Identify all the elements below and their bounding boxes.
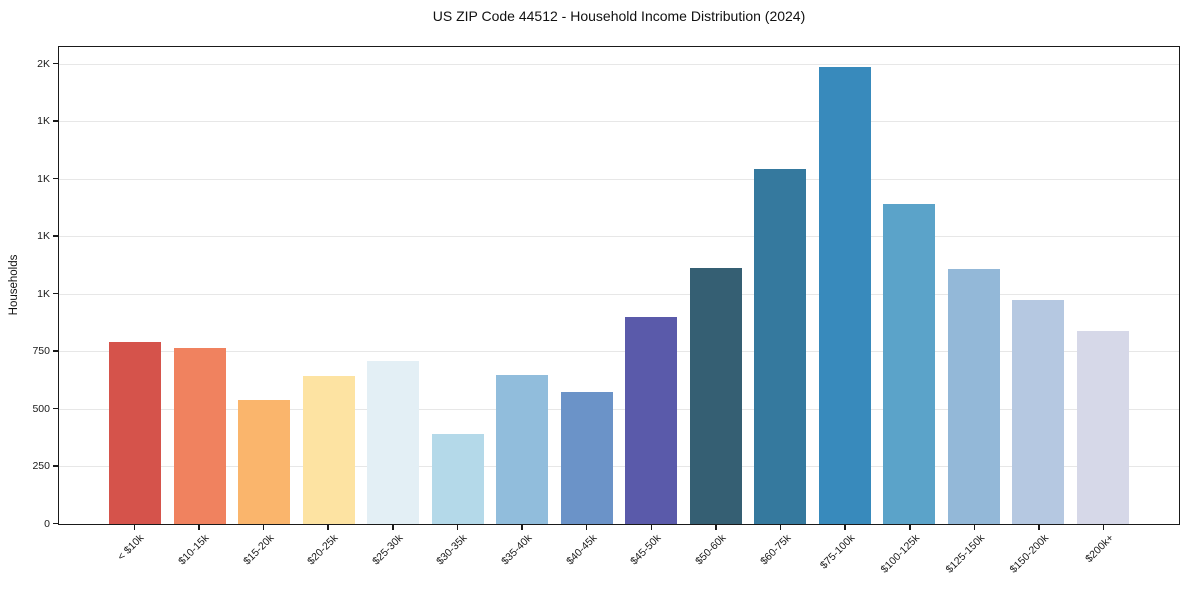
- x-tick: [909, 525, 911, 530]
- bar-< $10k: [109, 342, 162, 524]
- bar-$75-100k: [818, 67, 871, 524]
- x-tick-label: $10-15k: [176, 532, 212, 568]
- bar-slot: [297, 47, 362, 524]
- y-tick: [53, 350, 58, 352]
- y-tick-label: 2K: [37, 57, 50, 70]
- bar-slot: [490, 47, 555, 524]
- x-tick: [133, 525, 136, 530]
- bar-$125-150k: [947, 268, 1000, 524]
- bar-$60-75k: [754, 168, 807, 524]
- x-tick: [844, 525, 846, 530]
- bar-$20-25k: [302, 375, 355, 524]
- y-tick: [53, 465, 58, 467]
- bar-slot: [1006, 47, 1071, 524]
- gridline: [59, 351, 1179, 352]
- y-tick-label: 0: [44, 517, 50, 530]
- bar-slot: [813, 47, 878, 524]
- x-tick-label: $150-200k: [1007, 532, 1052, 576]
- y-tick: [53, 407, 58, 410]
- x-tick-label: $60-75k: [757, 532, 794, 568]
- x-tick-label: $35-40k: [499, 532, 535, 568]
- bar-$50-60k: [689, 267, 742, 524]
- x-tick: [392, 525, 394, 530]
- gridline: [59, 63, 1179, 65]
- bars-container: [59, 47, 1179, 524]
- gridline: [59, 293, 1179, 295]
- chart-title: US ZIP Code 44512 - Household Income Dis…: [432, 8, 806, 24]
- gridline: [59, 408, 1179, 410]
- x-tick-label: $75-100k: [818, 532, 858, 572]
- bar-$25-30k: [367, 360, 420, 524]
- bar-slot: [748, 47, 813, 524]
- y-tick: [53, 235, 58, 237]
- x-tick: [1102, 525, 1105, 530]
- x-tick: [456, 525, 459, 530]
- gridline: [59, 466, 1179, 467]
- x-tick: [973, 525, 976, 530]
- x-tick-label: $200k+: [1083, 532, 1117, 566]
- x-tick-label: $30-35k: [434, 532, 470, 568]
- y-tick: [53, 62, 58, 65]
- bar-$10-15k: [173, 348, 226, 524]
- bar-$35-40k: [496, 374, 549, 524]
- y-axis-label: Households: [8, 254, 20, 316]
- bar-slot: [619, 47, 684, 524]
- bar-slot: [942, 47, 1007, 524]
- bar-$150-200k: [1012, 299, 1065, 524]
- bar-slot: [103, 47, 168, 524]
- x-tick-label: $100-125k: [878, 532, 923, 576]
- y-tick-label: 1K: [37, 230, 50, 242]
- x-tick-label: $25-30k: [369, 532, 406, 568]
- x-tick: [198, 525, 200, 530]
- x-tick: [1038, 525, 1040, 530]
- y-tick: [53, 292, 58, 295]
- bar-slot: [361, 47, 426, 524]
- bar-$200k+: [1076, 330, 1129, 524]
- x-tick-label: $50-60k: [693, 532, 729, 568]
- plot-area: [58, 46, 1180, 525]
- gridline: [59, 236, 1179, 237]
- y-tick-label: 750: [32, 345, 50, 357]
- x-tick-label: $40-45k: [563, 532, 600, 568]
- y-tick-label: 500: [32, 402, 50, 415]
- x-tick: [779, 525, 782, 530]
- bar-$30-35k: [431, 434, 484, 524]
- y-tick: [53, 522, 58, 525]
- y-tick-label: 250: [32, 460, 50, 472]
- x-tick: [715, 525, 717, 530]
- y-tick: [53, 177, 58, 180]
- x-tick: [521, 525, 523, 530]
- x-tick-label: < $10k: [115, 532, 147, 563]
- x-tick-label: $20-25k: [305, 532, 341, 568]
- bar-slot: [168, 47, 233, 524]
- x-tick: [262, 525, 265, 530]
- bar-$40-45k: [560, 391, 613, 524]
- bar-slot: [555, 47, 620, 524]
- bar-slot: [426, 47, 491, 524]
- bar-$15-20k: [238, 399, 291, 524]
- bar-$100-125k: [883, 204, 936, 524]
- bar-slot: [232, 47, 297, 524]
- x-tick: [585, 525, 588, 530]
- bar-$45-50k: [625, 317, 678, 524]
- bar-slot: [877, 47, 942, 524]
- bar-slot: [684, 47, 749, 524]
- x-tick-label: $15-20k: [240, 532, 277, 568]
- gridline: [59, 121, 1179, 122]
- bar-slot: [1071, 47, 1136, 524]
- x-tick: [327, 525, 329, 530]
- x-tick: [650, 525, 653, 530]
- gridline: [59, 178, 1179, 180]
- y-tick-label: 1K: [37, 287, 50, 300]
- x-tick-label: $125-150k: [943, 532, 987, 576]
- x-tick-label: $45-50k: [628, 532, 664, 568]
- y-tick-label: 1K: [37, 115, 50, 127]
- y-tick-label: 1K: [37, 172, 50, 185]
- y-tick: [53, 120, 58, 122]
